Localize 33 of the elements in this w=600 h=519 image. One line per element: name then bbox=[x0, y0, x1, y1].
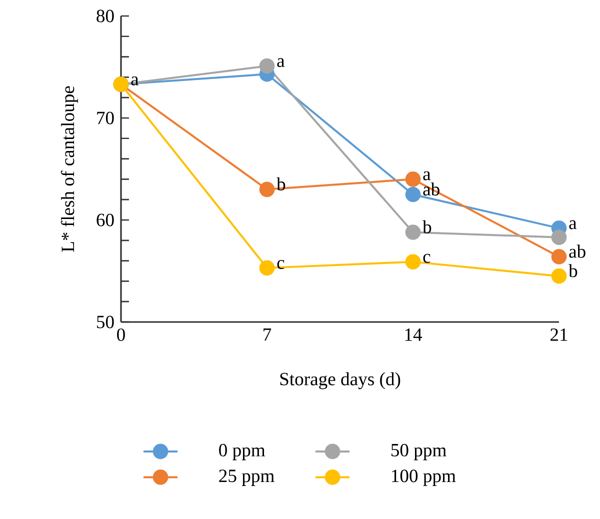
y-tick-label: 70 bbox=[97, 112, 114, 124]
legend-label: 25 ppm bbox=[219, 470, 274, 486]
y-tick-label: 50 bbox=[97, 316, 114, 328]
annotation: c bbox=[423, 254, 430, 263]
annotation: a bbox=[131, 76, 139, 86]
y-tick-label: 80 bbox=[96, 10, 114, 22]
annotation: b bbox=[276, 177, 286, 190]
annotation: a bbox=[569, 220, 577, 230]
y-axis-title: L* flesh of cantaloupe bbox=[60, 86, 78, 252]
point bbox=[405, 224, 421, 240]
annotation: a bbox=[423, 171, 431, 180]
point bbox=[551, 268, 567, 284]
point bbox=[405, 186, 421, 202]
point bbox=[551, 230, 567, 246]
point bbox=[259, 182, 275, 198]
legend-label: 100 ppm bbox=[392, 470, 456, 486]
legend-label: 50 ppm bbox=[391, 444, 446, 460]
y-tick-label: 60 bbox=[96, 214, 114, 226]
x-axis-title: Storage days (d) bbox=[280, 372, 400, 390]
point bbox=[551, 249, 567, 264]
x-tick-label: 0 bbox=[117, 328, 125, 342]
annotation: ab bbox=[569, 244, 586, 258]
point bbox=[259, 260, 275, 276]
x-tick-label: 7 bbox=[264, 328, 272, 341]
x-tick-label: 21 bbox=[550, 328, 568, 341]
annotation: a bbox=[277, 58, 285, 68]
legend-label: 0 ppm bbox=[219, 444, 266, 460]
point bbox=[259, 58, 275, 74]
annotation: b bbox=[568, 264, 578, 278]
x-tick-label: 14 bbox=[405, 328, 422, 341]
point bbox=[405, 172, 421, 187]
point bbox=[405, 254, 421, 270]
annotation: b bbox=[422, 220, 432, 234]
